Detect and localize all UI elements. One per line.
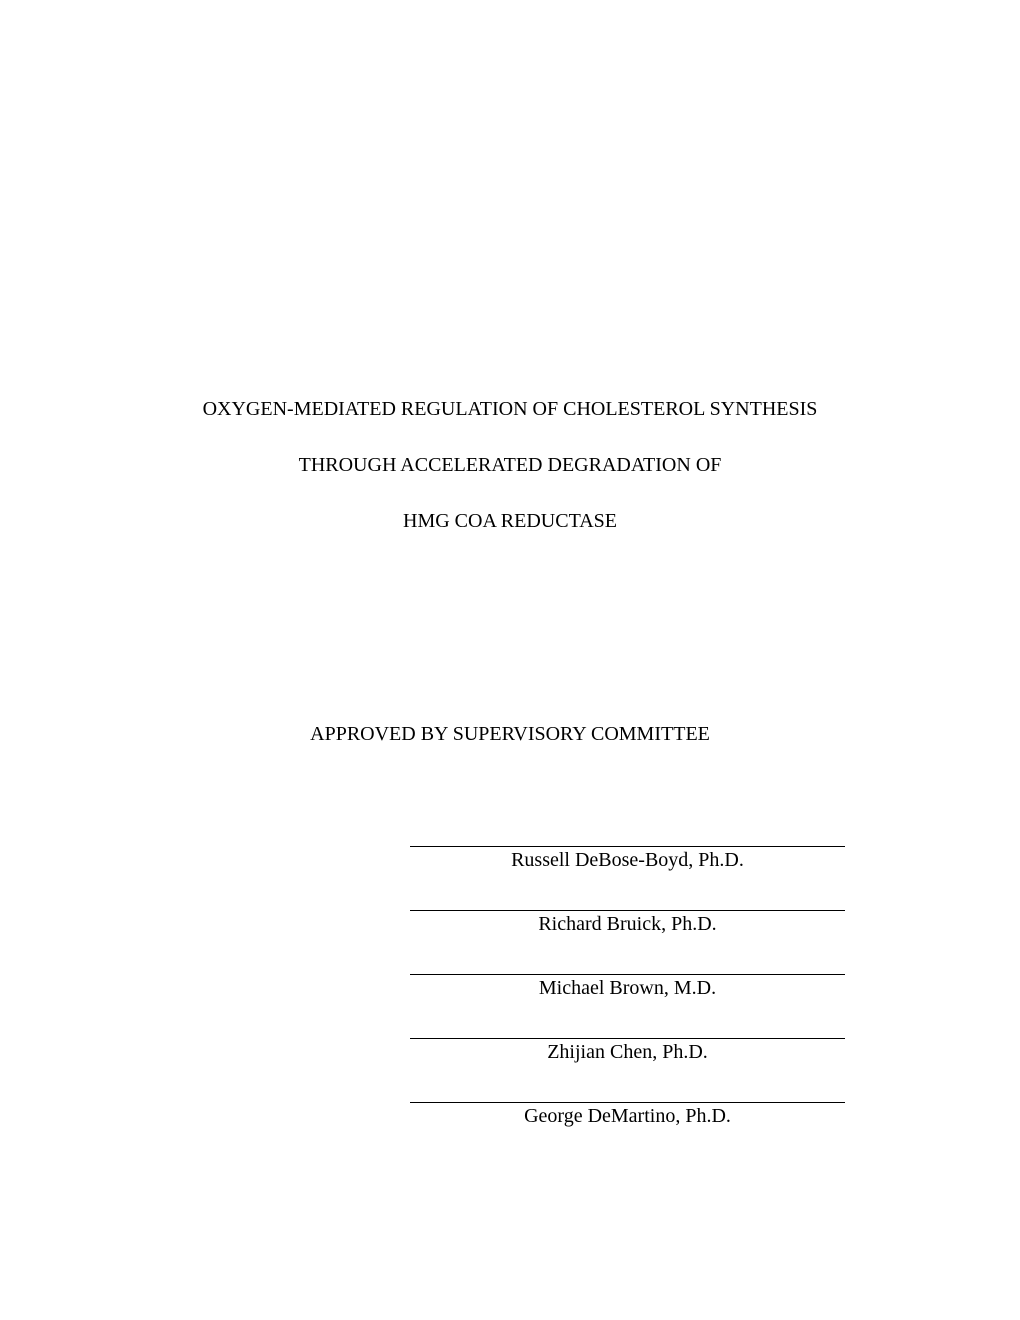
signature-row: Michael Brown, M.D. [410,974,845,1000]
title-line-2: THROUGH ACCELERATED DEGRADATION OF [130,451,890,479]
signature-row: Zhijian Chen, Ph.D. [410,1038,845,1064]
signature-row: George DeMartino, Ph.D. [410,1102,845,1128]
signature-name: Russell DeBose-Boyd, Ph.D. [410,847,845,872]
document-page: OXYGEN-MEDIATED REGULATION OF CHOLESTERO… [0,0,1020,1320]
signatures-block: Russell DeBose-Boyd, Ph.D. Richard Bruic… [410,846,845,1128]
title-line-3: HMG COA REDUCTASE [130,507,890,535]
signature-name: Zhijian Chen, Ph.D. [410,1039,845,1064]
committee-heading: APPROVED BY SUPERVISORY COMMITTEE [130,723,890,746]
signature-row: Richard Bruick, Ph.D. [410,910,845,936]
title-block: OXYGEN-MEDIATED REGULATION OF CHOLESTERO… [130,395,890,535]
signature-name: Michael Brown, M.D. [410,975,845,1000]
title-line-1: OXYGEN-MEDIATED REGULATION OF CHOLESTERO… [130,395,890,423]
signature-row: Russell DeBose-Boyd, Ph.D. [410,846,845,872]
signature-name: George DeMartino, Ph.D. [410,1103,845,1128]
signature-name: Richard Bruick, Ph.D. [410,911,845,936]
